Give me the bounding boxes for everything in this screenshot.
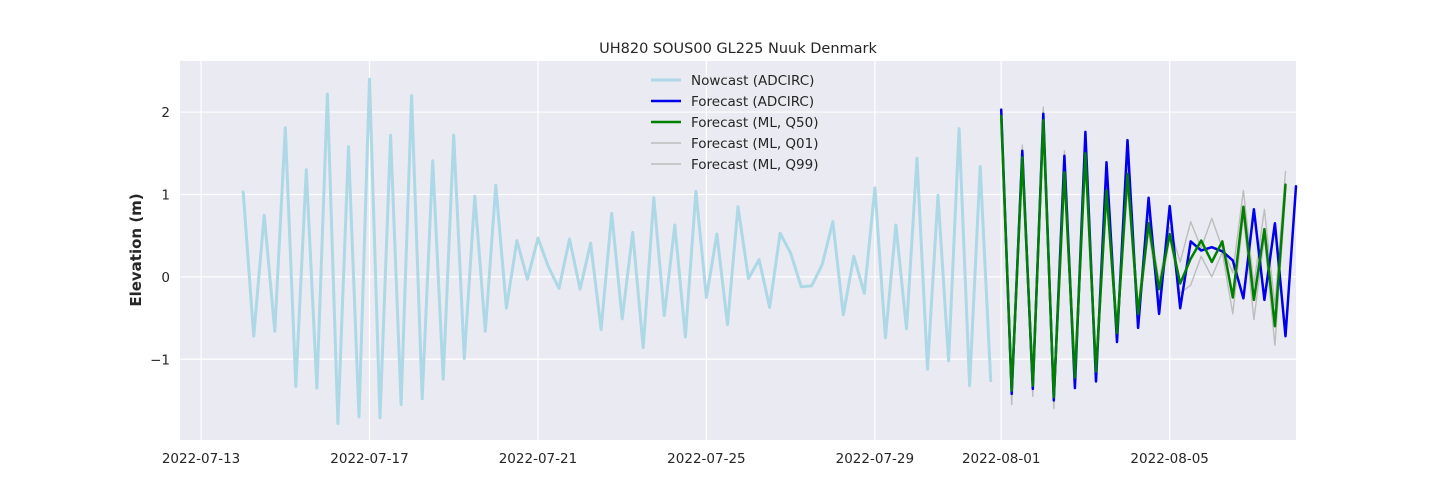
legend-label: Forecast (ML, Q01) xyxy=(691,136,819,152)
y-tick-label: 2 xyxy=(161,105,170,121)
chart-title: UH820 SOUS00 GL225 Nuuk Denmark xyxy=(599,41,877,57)
y-tick-label: 0 xyxy=(161,270,170,286)
y-axis: −1 0 1 2 xyxy=(150,105,170,368)
x-tick-label: 2022-07-21 xyxy=(499,451,577,467)
y-axis-label: Elevation (m) xyxy=(127,193,145,306)
x-tick-label: 2022-08-05 xyxy=(1130,451,1208,467)
grid xyxy=(180,61,1296,440)
series-group xyxy=(241,77,1298,425)
legend-label: Nowcast (ADCIRC) xyxy=(691,73,814,89)
x-tick-label: 2022-07-29 xyxy=(836,451,914,467)
x-tick-label: 2022-08-01 xyxy=(962,451,1040,467)
series-line-forecast-ml-q50 xyxy=(999,114,1287,399)
x-axis: 2022-07-13 2022-07-17 2022-07-21 2022-07-25… xyxy=(162,451,1209,467)
y-tick-label: −1 xyxy=(150,352,170,368)
legend: Nowcast (ADCIRC) Forecast (ADCIRC) Forecas… xyxy=(651,73,819,173)
legend-label: Forecast (ADCIRC) xyxy=(691,94,814,110)
legend-label: Forecast (ML, Q99) xyxy=(691,157,819,173)
x-tick-label: 2022-07-17 xyxy=(330,451,408,467)
x-tick-label: 2022-07-25 xyxy=(667,451,745,467)
legend-label: Forecast (ML, Q50) xyxy=(691,115,819,131)
x-tick-label: 2022-07-13 xyxy=(162,451,240,467)
series-line-nowcast-adcirc xyxy=(241,77,993,425)
y-tick-label: 1 xyxy=(161,187,170,203)
